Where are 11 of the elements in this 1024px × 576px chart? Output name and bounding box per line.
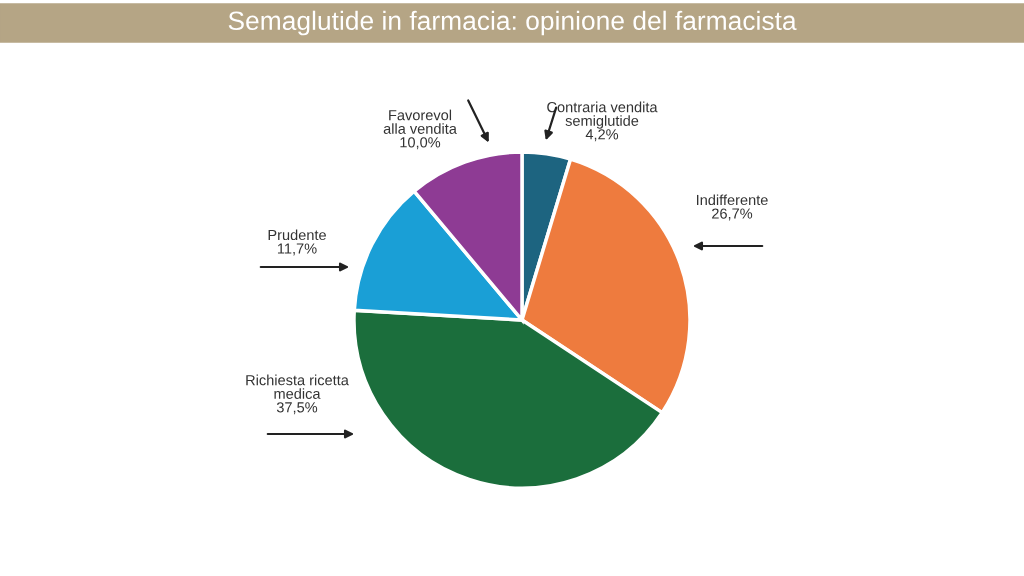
data-label: 10,0% (400, 137, 441, 150)
slice-label: Prudente (268, 229, 326, 241)
data-label: 37,5% (276, 402, 318, 415)
slice-label: Indifferente (696, 194, 768, 206)
data-label: 26,7% (712, 208, 753, 221)
slice-label: Favorevol alla vendita (383, 109, 457, 134)
slice-label: Richiesta ricetta medica (246, 374, 349, 399)
chart-title: Semaglutide in farmacia: opinione del farmacista (228, 10, 797, 36)
slice-label: Contraria vendita semiglutide (547, 101, 658, 129)
data-label: 4,2% (585, 129, 619, 142)
data-label: 11,7% (277, 243, 317, 256)
